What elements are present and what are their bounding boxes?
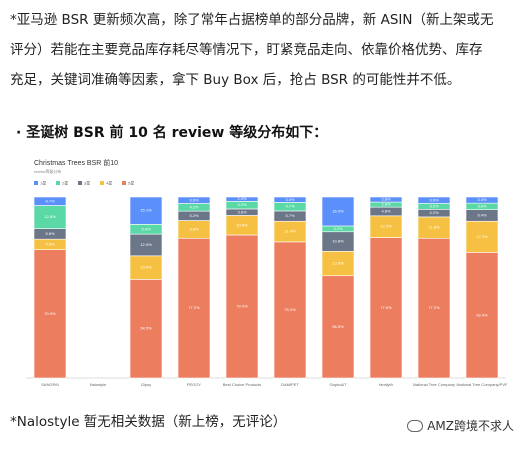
heading: · 圣诞树 BSR 前 10 名 review 等级分布如下： bbox=[16, 125, 328, 141]
data-label: 9.8% bbox=[189, 226, 199, 231]
data-label: 5.2% bbox=[189, 213, 199, 218]
bar-segment bbox=[129, 196, 163, 225]
data-label: 2.8% bbox=[381, 197, 391, 202]
bar-segment bbox=[225, 234, 259, 379]
data-label: 4.2% bbox=[429, 210, 439, 215]
data-label: 13.0% bbox=[140, 265, 152, 270]
bar-segment bbox=[273, 241, 307, 379]
data-label: 79.0% bbox=[236, 304, 248, 309]
legend-label: 2星 bbox=[62, 180, 68, 186]
data-label: 4.2% bbox=[237, 202, 247, 207]
data-label: 11.8% bbox=[428, 225, 439, 230]
bar-segment bbox=[321, 251, 355, 277]
paragraph-line: 评分）若能在主要竞品库存耗尽等情况下，盯紧竞品走向、依靠价格优势、库存 bbox=[10, 42, 483, 58]
bar-segment bbox=[225, 196, 259, 202]
data-label: 6.4% bbox=[477, 213, 487, 218]
chart-title: Christmas Trees BSR 前10 bbox=[34, 158, 118, 167]
data-label: 3.6% bbox=[237, 209, 247, 214]
legend-swatch bbox=[78, 181, 82, 185]
legend-swatch bbox=[122, 181, 126, 185]
data-label: 15.1% bbox=[140, 208, 152, 213]
data-label: 3.4% bbox=[477, 197, 487, 202]
data-label: 5.8% bbox=[45, 231, 55, 236]
data-label: 2.8% bbox=[381, 202, 391, 207]
data-label: 3.2% bbox=[333, 226, 343, 231]
bar-segment bbox=[177, 196, 211, 204]
x-tick-label: SANGPAI bbox=[41, 382, 59, 387]
data-label: 12.0% bbox=[140, 242, 152, 247]
x-tick-label: National Tree Company bbox=[413, 382, 455, 387]
legend-label: 1星 bbox=[40, 180, 46, 186]
legend-label: 3星 bbox=[84, 180, 90, 186]
bar-segment bbox=[369, 196, 403, 203]
legend-swatch bbox=[34, 181, 38, 185]
data-label: 5.8% bbox=[45, 241, 55, 246]
data-label: 17.2% bbox=[476, 234, 488, 239]
legend-label: 4星 bbox=[106, 180, 112, 186]
bar-segment bbox=[465, 196, 499, 204]
data-label: 10.8% bbox=[332, 239, 344, 244]
wechat-icon bbox=[407, 420, 424, 432]
x-tick-label: National Tree Company/PVF bbox=[457, 382, 508, 387]
bar-segment bbox=[33, 196, 67, 206]
data-label: 2.4% bbox=[237, 196, 247, 201]
data-label: 4.7% bbox=[285, 204, 295, 209]
data-label: 16.0% bbox=[332, 209, 344, 214]
legend-label: 5星 bbox=[128, 180, 134, 186]
x-tick-label: Gapho&T bbox=[329, 382, 347, 387]
data-label: 56.5% bbox=[332, 324, 344, 329]
legend-swatch bbox=[100, 181, 104, 185]
bar-segment bbox=[465, 220, 499, 253]
data-label: 77.6% bbox=[380, 305, 392, 310]
watermark-text: AMZ跨境不求人 bbox=[427, 419, 514, 433]
data-label: 77.2% bbox=[428, 305, 440, 310]
data-label: 11.4% bbox=[284, 229, 295, 234]
data-label: 12.0% bbox=[380, 224, 392, 229]
bar-segment bbox=[417, 237, 451, 379]
data-label: 3.6% bbox=[429, 197, 439, 202]
bar-segment bbox=[417, 196, 451, 204]
bar-segment bbox=[369, 237, 403, 379]
data-label: 54.5% bbox=[140, 326, 152, 331]
data-label: 4.2% bbox=[189, 204, 199, 209]
paragraph-line: 充足，关键词准确等因素，拿下 Buy Box 后，抢占 BSR 的可能性并不低。 bbox=[10, 72, 461, 88]
footnote: *Nalostyle 暂无相关数据（新上榜，无评论） bbox=[10, 414, 287, 430]
data-label: 69.4% bbox=[476, 312, 488, 317]
bar-segment bbox=[321, 196, 355, 227]
bar-segment bbox=[465, 252, 499, 379]
data-label: 5.7% bbox=[285, 213, 295, 218]
watermark: AMZ跨境不求人 bbox=[407, 417, 514, 434]
bar-segment bbox=[321, 275, 355, 379]
data-label: 3.6% bbox=[189, 197, 199, 202]
data-label: 75.2% bbox=[284, 307, 296, 312]
data-label: 3.6% bbox=[477, 203, 487, 208]
chart: Christmas Trees BSR 前10 review等级分布 1星 2星 3… bbox=[22, 150, 512, 396]
data-label: 77.2% bbox=[188, 305, 200, 310]
data-label: 70.9% bbox=[44, 311, 56, 316]
data-label: 10.8% bbox=[236, 222, 248, 227]
data-label: 3.2% bbox=[429, 203, 439, 208]
x-tick-label: Nalostyle bbox=[90, 382, 107, 387]
data-label: 4.7% bbox=[45, 198, 55, 203]
data-label: 3.0% bbox=[285, 197, 295, 202]
data-label: 12.8% bbox=[44, 214, 56, 219]
data-label: 4.8% bbox=[381, 209, 391, 214]
bar-segment bbox=[273, 196, 307, 203]
x-tick-label: DAMIPET bbox=[281, 382, 299, 387]
bar-segment bbox=[33, 249, 67, 379]
x-tick-label: PEGGY bbox=[187, 382, 202, 387]
data-label: 13.5% bbox=[332, 261, 344, 266]
chart-subtitle: review等级分布 bbox=[34, 168, 62, 174]
x-tick-label: familyth bbox=[379, 382, 393, 387]
x-tick-label: Gipsy bbox=[141, 382, 151, 387]
data-label: 5.4% bbox=[141, 226, 151, 231]
x-tick-label: Best Choice Products bbox=[223, 382, 261, 387]
paragraph-line: *亚马逊 BSR 更新频次高，除了常年占据榜单的部分品牌，新 ASIN（新上架或… bbox=[10, 12, 494, 28]
legend-swatch bbox=[56, 181, 60, 185]
